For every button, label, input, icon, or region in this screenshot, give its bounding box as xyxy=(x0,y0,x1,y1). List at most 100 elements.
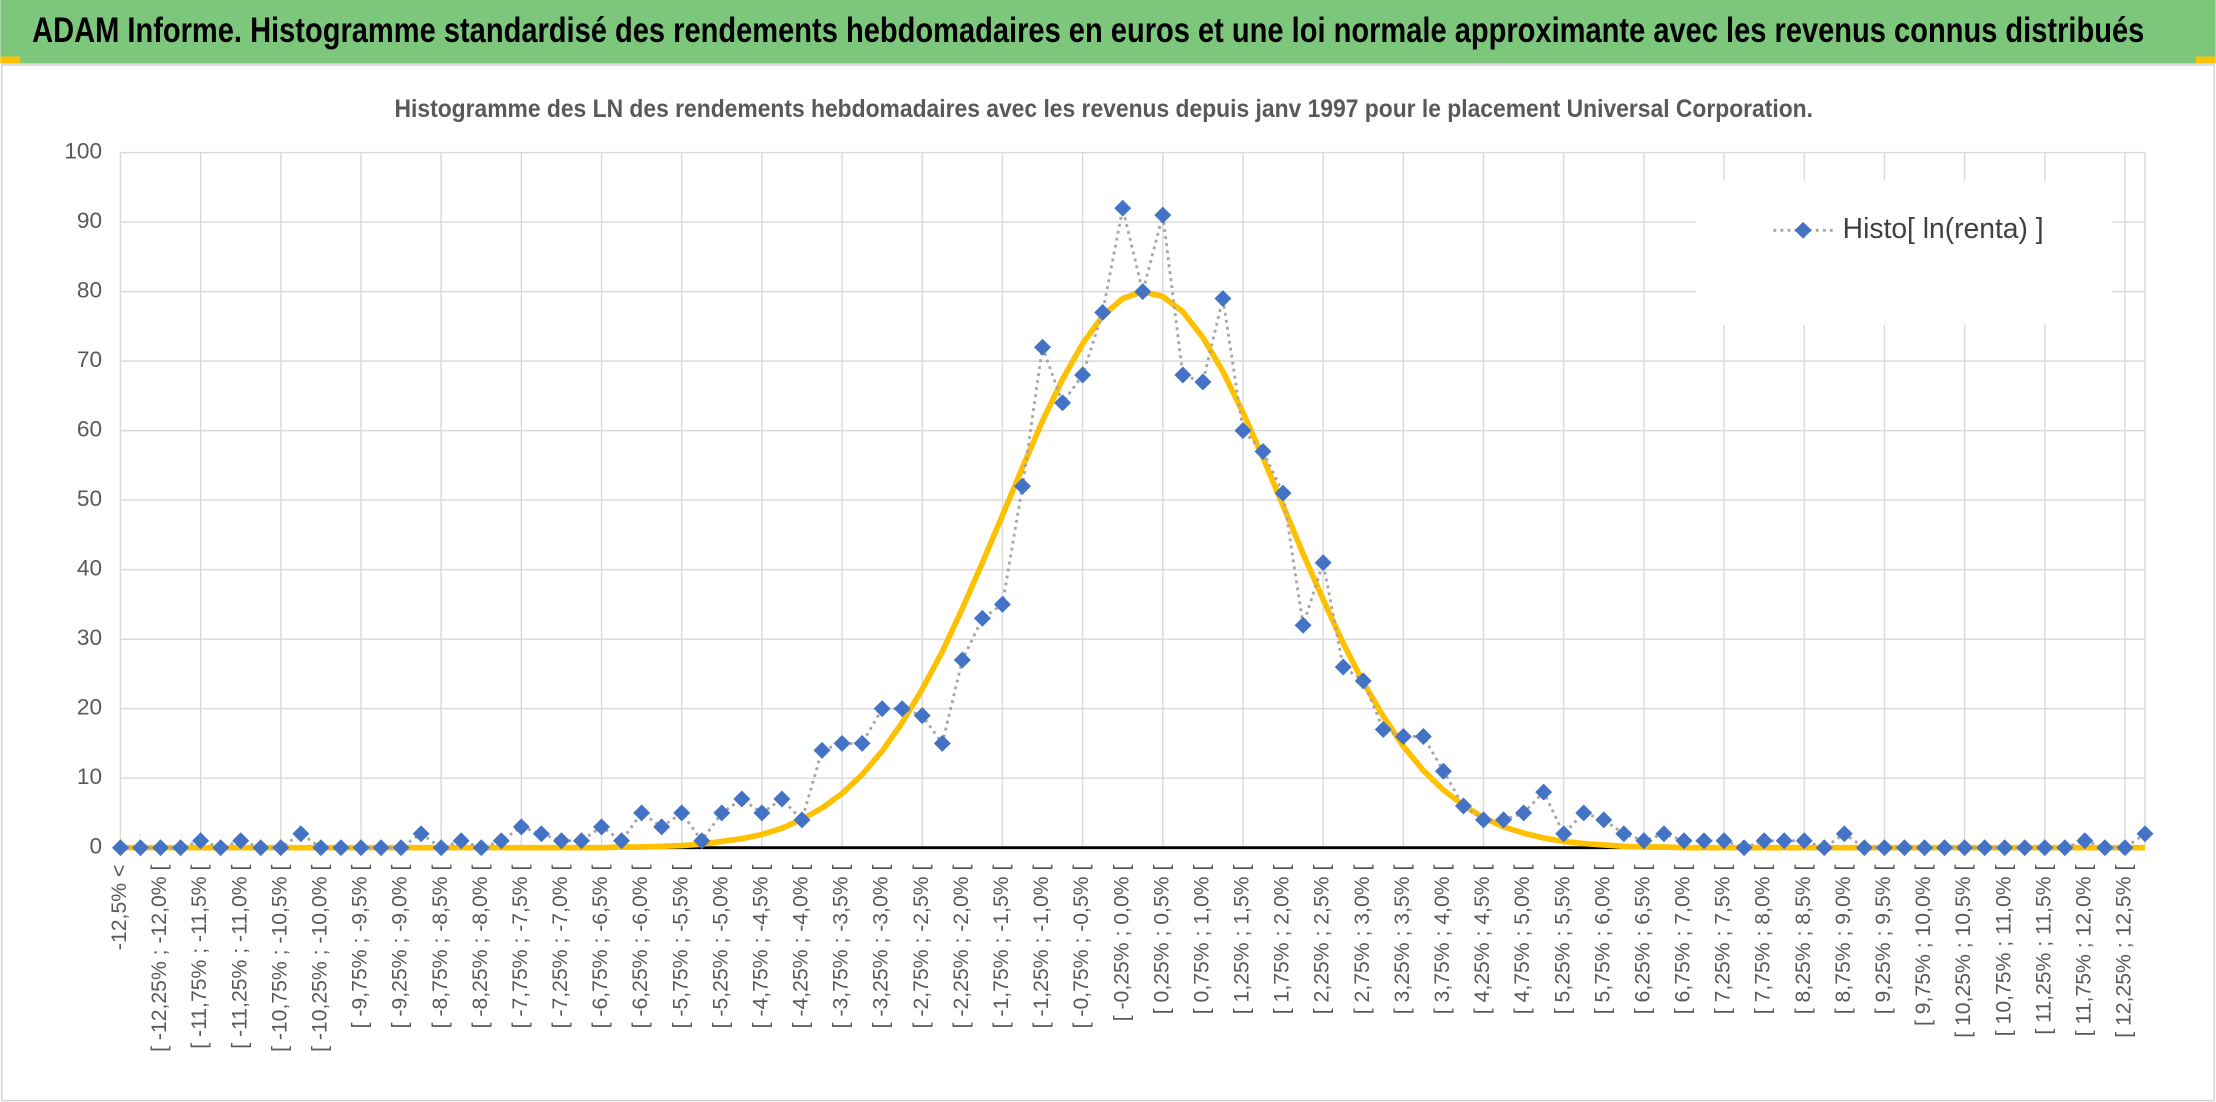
x-tick-label: [ -7,25% ; -7,0% [ xyxy=(549,865,572,1029)
data-point xyxy=(1214,290,1232,308)
data-point xyxy=(1936,839,1954,857)
corner-mark xyxy=(2195,56,2216,64)
x-tick-label: [ -12,25% ; -12,0% [ xyxy=(148,865,171,1052)
data-point xyxy=(1054,394,1072,412)
data-point xyxy=(1354,672,1372,690)
data-point xyxy=(1013,477,1031,495)
data-point xyxy=(633,804,651,822)
x-tick-label: [ 11,75% ; 12,0% [ xyxy=(2072,865,2095,1037)
x-tick-label: [ 3,75% ; 4,0% [ xyxy=(1431,865,1454,1015)
data-point xyxy=(552,832,570,850)
x-tick-label: [ -2,75% ; -2,5% [ xyxy=(910,865,933,1029)
data-point xyxy=(2036,839,2054,857)
x-tick-label: [ 9,75% ; 10,0% [ xyxy=(1912,865,1935,1026)
data-point xyxy=(853,734,871,752)
corner-mark xyxy=(0,56,21,64)
data-point xyxy=(512,818,530,836)
data-point xyxy=(432,839,450,857)
data-point xyxy=(1875,839,1893,857)
data-point xyxy=(873,700,891,718)
x-tick-label: [ 5,25% ; 5,5% [ xyxy=(1551,865,1574,1015)
y-tick-label: 40 xyxy=(77,556,102,581)
x-tick-label: -12,5% < xyxy=(108,865,131,950)
x-tick-label: [ 10,75% ; 11,0% [ xyxy=(1992,865,2015,1037)
x-tick-label: [ 7,75% ; 8,0% [ xyxy=(1752,865,1775,1015)
data-point xyxy=(973,609,991,627)
data-point xyxy=(1414,727,1432,745)
data-point xyxy=(953,651,971,669)
data-point xyxy=(893,700,911,718)
data-point xyxy=(1374,721,1392,739)
data-point xyxy=(1174,366,1192,384)
data-point xyxy=(1074,366,1092,384)
x-tick-label: [ -10,25% ; -10,0% [ xyxy=(308,865,331,1052)
x-tick-label: [ -2,25% ; -2,0% [ xyxy=(950,865,973,1029)
x-tick-label: [ 4,25% ; 4,5% [ xyxy=(1471,865,1494,1015)
y-tick-label: 80 xyxy=(77,278,102,303)
x-tick-label: [ 10,25% ; 10,5% [ xyxy=(1952,865,1975,1038)
data-point xyxy=(933,734,951,752)
data-point xyxy=(733,790,751,808)
y-tick-label: 10 xyxy=(77,764,102,789)
y-tick-label: 20 xyxy=(77,695,102,720)
x-tick-label: [ 8,25% ; 8,5% [ xyxy=(1792,865,1815,1015)
data-point xyxy=(2116,839,2134,857)
x-tick-label: [ -1,75% ; -1,5% [ xyxy=(990,865,1013,1029)
data-point xyxy=(793,811,811,829)
x-tick-label: [ -6,75% ; -6,5% [ xyxy=(589,865,612,1029)
data-point xyxy=(1274,484,1292,502)
x-tick-label: [ -10,75% ; -10,5% [ xyxy=(268,865,291,1052)
data-point xyxy=(1675,832,1693,850)
data-point xyxy=(833,734,851,752)
data-point xyxy=(1034,338,1051,356)
data-point xyxy=(152,839,170,857)
data-point xyxy=(1695,832,1713,850)
chart-title: ADAM Informe. Histogramme standardisé de… xyxy=(32,11,2144,50)
data-point xyxy=(1976,839,1994,857)
data-point xyxy=(1334,658,1352,676)
data-point xyxy=(1194,373,1212,391)
y-tick-label: 30 xyxy=(77,625,102,650)
data-point xyxy=(1815,839,1833,857)
data-point xyxy=(1134,283,1152,301)
data-point xyxy=(412,825,430,843)
legend-label: Histo[ ln(renta) ] xyxy=(1843,212,2044,244)
x-tick-label: [ 1,75% ; 2,0% [ xyxy=(1271,865,1294,1015)
data-point xyxy=(1595,811,1613,829)
data-point xyxy=(653,818,671,836)
x-tick-label: [ -9,25% ; -9,0% [ xyxy=(389,865,412,1029)
data-point xyxy=(352,839,370,857)
data-point xyxy=(1855,839,1873,857)
data-point xyxy=(272,839,290,857)
data-point xyxy=(1515,804,1533,822)
x-tick-label: [ 4,75% ; 5,0% [ xyxy=(1511,865,1534,1015)
data-point xyxy=(532,825,550,843)
data-point xyxy=(673,804,691,822)
data-point xyxy=(2136,825,2154,843)
x-tick-label: [ -1,25% ; -1,0% [ xyxy=(1030,865,1053,1029)
data-point xyxy=(913,707,931,725)
x-tick-label: [ -9,75% ; -9,5% [ xyxy=(349,865,372,1029)
data-point xyxy=(332,839,350,857)
x-tick-label: [ 2,25% ; 2,5% [ xyxy=(1311,865,1334,1015)
data-point xyxy=(1996,839,2014,857)
x-tick-label: [ -4,75% ; -4,5% [ xyxy=(749,865,772,1029)
x-tick-label: [ 2,75% ; 3,0% [ xyxy=(1351,865,1374,1015)
x-tick-label: [ 6,75% ; 7,0% [ xyxy=(1672,865,1695,1015)
y-tick-label: 50 xyxy=(77,486,102,511)
x-tick-label: [ -3,25% ; -3,0% [ xyxy=(870,865,893,1029)
x-tick-label: [ 0,75% ; 1,0% [ xyxy=(1190,865,1213,1015)
data-point xyxy=(452,832,470,850)
data-point xyxy=(1835,825,1853,843)
x-tick-label: [ 11,25% ; 11,5% [ xyxy=(2032,865,2055,1035)
y-tick-label: 0 xyxy=(89,834,102,859)
data-point xyxy=(232,832,250,850)
data-point xyxy=(292,825,310,843)
data-point xyxy=(2096,839,2114,857)
x-tick-label: [ -5,25% ; -5,0% [ xyxy=(709,865,732,1029)
x-tick-label: [ 0,25% ; 0,5% [ xyxy=(1150,865,1173,1015)
x-tick-label: [ -5,75% ; -5,5% [ xyxy=(669,865,692,1029)
data-point xyxy=(1434,762,1452,780)
y-tick-label: 60 xyxy=(77,417,102,442)
